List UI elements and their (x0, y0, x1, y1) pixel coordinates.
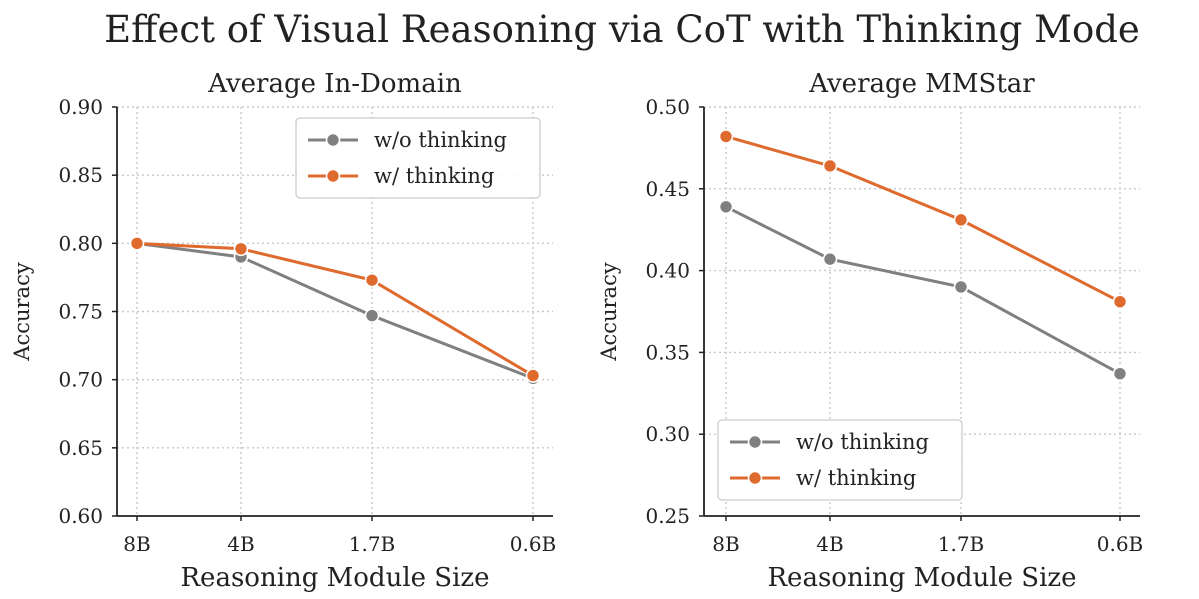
panel-mmstar: Average MMStar 0.25 0.30 0.35 0.40 0.45 0.50 8B… (597, 69, 1143, 593)
chart-title: Average In-Domain (207, 69, 462, 99)
data-point (953, 212, 969, 228)
data-point (822, 251, 838, 267)
x-tick-label: 1.7B (349, 532, 396, 556)
legend: w/o thinking w/ thinking (717, 419, 963, 501)
y-tick-label: 0.90 (58, 95, 103, 119)
legend-marker (325, 132, 341, 148)
data-point (129, 236, 145, 251)
x-tick-label: 1.7B (938, 532, 985, 556)
y-tick-label: 0.75 (58, 300, 103, 324)
y-tick-label: 0.25 (645, 504, 690, 528)
data-point (364, 272, 380, 288)
legend-label: w/ thinking (374, 164, 494, 188)
x-tick-label: 4B (227, 532, 254, 556)
legend-box (295, 117, 541, 199)
y-tick-label: 0.80 (58, 231, 103, 255)
y-axis-label: Accuracy (10, 262, 34, 362)
y-tick-label: 0.85 (58, 163, 103, 187)
data-point (233, 241, 249, 257)
figure-title: Effect of Visual Reasoning via CoT with … (104, 8, 1140, 51)
y-tick-label: 0.35 (645, 340, 690, 364)
data-point (718, 129, 734, 144)
series-line (135, 241, 535, 378)
x-tick-label: 8B (123, 532, 150, 556)
data-point (718, 199, 734, 215)
legend-marker (325, 168, 341, 184)
legend-label: w/o thinking (374, 128, 507, 152)
x-axis-label: Reasoning Module Size (767, 563, 1076, 593)
series-line (724, 205, 1122, 376)
series-line (135, 241, 535, 380)
data-point (525, 368, 541, 383)
y-tick-label: 0.60 (58, 504, 103, 528)
y-tick-label: 0.70 (58, 368, 103, 392)
data-point (1112, 294, 1128, 309)
y-tick-label: 0.45 (645, 177, 690, 201)
legend-label: w/o thinking (796, 430, 929, 454)
data-point (1112, 366, 1128, 381)
legend-marker (747, 434, 763, 450)
y-tick-label: 0.50 (645, 95, 690, 119)
y-tick-label: 0.65 (58, 436, 103, 460)
panel-in-domain: Average In-Domain 0.60 0.65 0.70 0.75 0.80 0.8… (10, 69, 556, 593)
y-tick-label: 0.30 (645, 422, 690, 446)
x-tick-label: 0.6B (1097, 532, 1144, 556)
y-tick-label: 0.40 (645, 259, 690, 283)
legend-marker (747, 470, 763, 486)
x-tick-label: 8B (712, 532, 739, 556)
x-tick-label: 0.6B (510, 532, 557, 556)
data-point (953, 279, 969, 295)
series-line (724, 134, 1122, 304)
legend-label: w/ thinking (796, 466, 916, 490)
chart-title: Average MMStar (808, 69, 1035, 99)
data-point (822, 158, 838, 174)
data-point (364, 308, 380, 323)
y-axis-label: Accuracy (597, 262, 621, 362)
legend-box (717, 419, 963, 501)
x-tick-label: 4B (816, 532, 843, 556)
legend: w/o thinking w/ thinking (295, 117, 541, 199)
x-axis-label: Reasoning Module Size (180, 563, 489, 593)
